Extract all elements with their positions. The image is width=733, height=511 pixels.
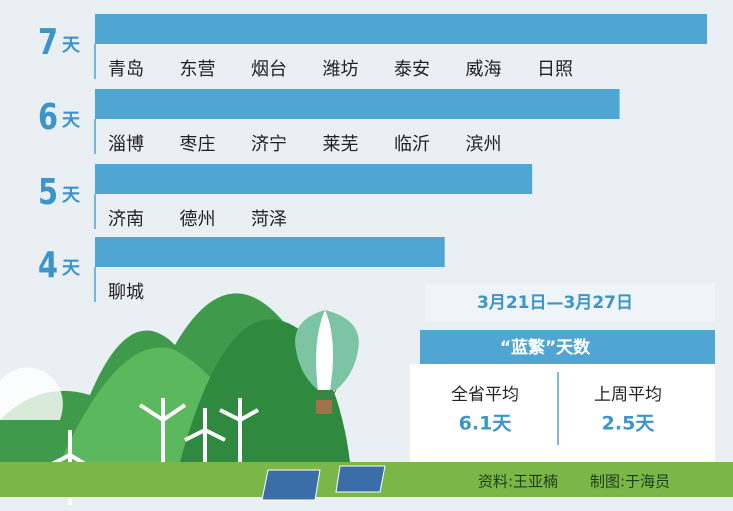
bar (95, 164, 532, 194)
city: 滨州 (466, 134, 502, 155)
city: 聊城 (108, 282, 144, 303)
day-unit: 天 (62, 185, 81, 206)
credit: 资料:王亚楠 (478, 473, 558, 491)
city: 潍坊 (323, 59, 359, 80)
city: 莱芜 (323, 134, 359, 155)
city: 泰安 (394, 59, 430, 80)
city: 日照 (537, 59, 573, 80)
summary-label: 上周平均 (594, 385, 662, 405)
day-number: 7 (38, 21, 58, 63)
bar (95, 237, 445, 267)
summary-label: 全省平均 (451, 385, 519, 405)
bar (95, 89, 620, 119)
day-number: 6 (38, 96, 58, 138)
bar (95, 14, 707, 44)
city: 淄博 (108, 134, 144, 155)
period: 3月21日—3月27日 (477, 293, 633, 313)
day-unit: 天 (62, 110, 81, 131)
summary-value: 6.1天 (459, 413, 513, 435)
infographic: 3月21日—3月27日 “蓝繁”天数 全省平均 6.1天 上周平均 2.5天 资… (0, 0, 733, 511)
city: 菏泽 (251, 209, 287, 230)
city: 济宁 (251, 134, 287, 155)
day-unit: 天 (62, 35, 81, 56)
day-number: 4 (38, 244, 58, 286)
heading: “蓝繁”天数 (500, 337, 591, 358)
city: 济南 (108, 209, 144, 230)
day-unit: 天 (62, 258, 81, 279)
summary-box (410, 364, 715, 462)
city: 德州 (180, 209, 216, 230)
credit: 制图:于海员 (590, 473, 670, 491)
city: 临沂 (394, 134, 430, 155)
city: 青岛 (108, 59, 144, 80)
city: 烟台 (251, 59, 287, 80)
city: 枣庄 (180, 134, 216, 155)
city: 东营 (180, 59, 216, 80)
city: 威海 (466, 59, 502, 80)
day-number: 5 (38, 171, 58, 213)
summary-value: 2.5天 (602, 413, 656, 435)
